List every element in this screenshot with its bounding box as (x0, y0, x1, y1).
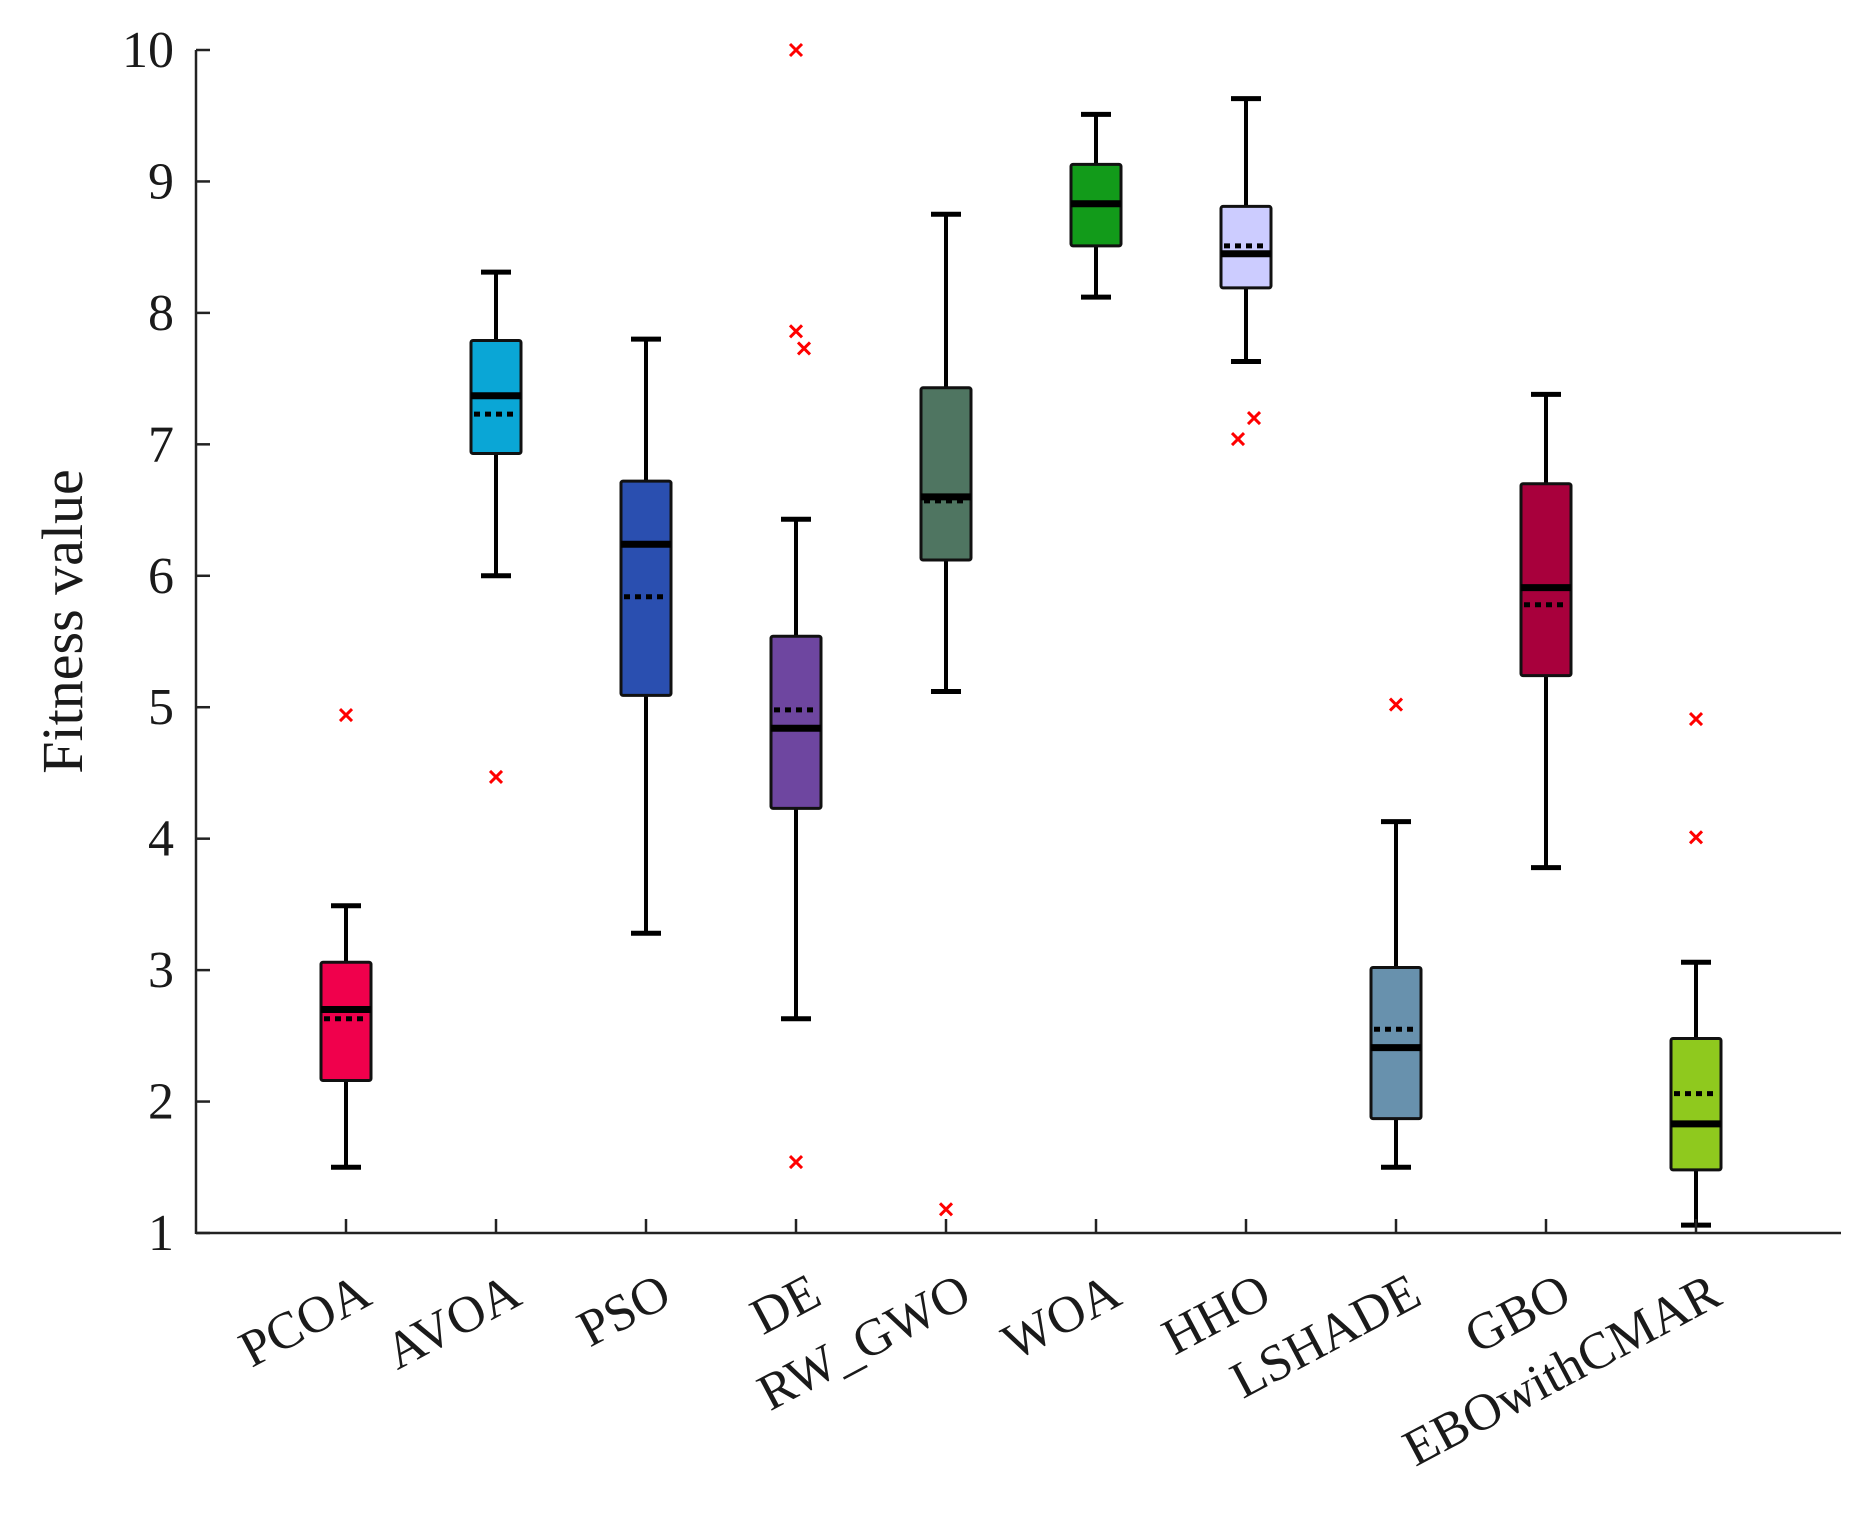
outlier-ebowithcmar-0 (1688, 830, 1704, 845)
x-tick-label-de: DE (742, 1263, 830, 1346)
outlier-lshade-0 (1388, 697, 1404, 712)
y-axis-title: Fitness value (30, 469, 95, 773)
outlier-pcoa-0 (338, 708, 354, 723)
outlier-stroke (1688, 830, 1704, 845)
box-gbo (1519, 482, 1573, 678)
y-tick-label-8: 8 (148, 285, 174, 342)
outlier-stroke (1688, 711, 1704, 727)
outlier-avoa-0 (488, 769, 504, 784)
y-tick-label-1: 1 (148, 1205, 174, 1262)
outlier-hho-1 (1246, 410, 1262, 426)
y-tick-label-9: 9 (148, 153, 174, 210)
y-tick-label-4: 4 (148, 811, 174, 868)
plot-area (319, 42, 1723, 1228)
box-group-woa (1069, 111, 1123, 300)
box-group-avoa (469, 269, 523, 784)
y-tick-label-6: 6 (148, 548, 174, 605)
x-tick-label-pso: PSO (569, 1263, 680, 1358)
y-tick-label-10: 10 (122, 22, 174, 79)
x-tick-label-avoa: AVOA (376, 1263, 530, 1381)
box-group-pso (619, 336, 673, 936)
x-tick-label-woa: WOA (993, 1263, 1130, 1372)
outlier-stroke (788, 324, 804, 339)
outlier-ebowithcmar-1 (1688, 711, 1704, 727)
outlier-de-2 (788, 324, 804, 339)
outlier-stroke (1388, 697, 1404, 712)
y-tick-label-2: 2 (148, 1074, 174, 1131)
box-group-hho (1219, 96, 1273, 447)
y-tick-label-7: 7 (148, 416, 174, 473)
box-group-ebowithcmar (1669, 711, 1723, 1228)
y-tick-label-3: 3 (148, 942, 174, 999)
outlier-stroke (796, 341, 812, 356)
y-tick-label-5: 5 (148, 679, 174, 736)
outlier-stroke (788, 1154, 804, 1170)
box-group-gbo (1519, 391, 1573, 871)
outlier-de-0 (788, 1154, 804, 1170)
box-group-lshade (1369, 697, 1423, 1170)
outlier-rw-gwo-0 (938, 1202, 954, 1217)
box-de (769, 634, 823, 810)
outlier-stroke (488, 769, 504, 784)
box-group-rw-gwo (919, 211, 973, 1217)
box-group-de (769, 42, 823, 1170)
box-pcoa (319, 960, 373, 1083)
y-axis-ticks: 1 2 3 4 5 6 7 8 9 10 (122, 22, 210, 1262)
outlier-stroke (938, 1202, 954, 1217)
box-rw-gwo (919, 386, 973, 562)
outlier-de-3 (788, 42, 804, 58)
outlier-stroke (1246, 410, 1262, 426)
box-ebowithcmar (1669, 1036, 1723, 1172)
outlier-hho-0 (1230, 432, 1246, 447)
outlier-de-1 (796, 341, 812, 356)
x-tick-label-pcoa: PCOA (230, 1263, 380, 1379)
outlier-stroke (1230, 432, 1246, 447)
outlier-stroke (788, 42, 804, 58)
box-group-pcoa (319, 708, 373, 1170)
outlier-stroke (338, 708, 354, 723)
box-lshade (1369, 965, 1423, 1121)
box-pso (619, 479, 673, 697)
